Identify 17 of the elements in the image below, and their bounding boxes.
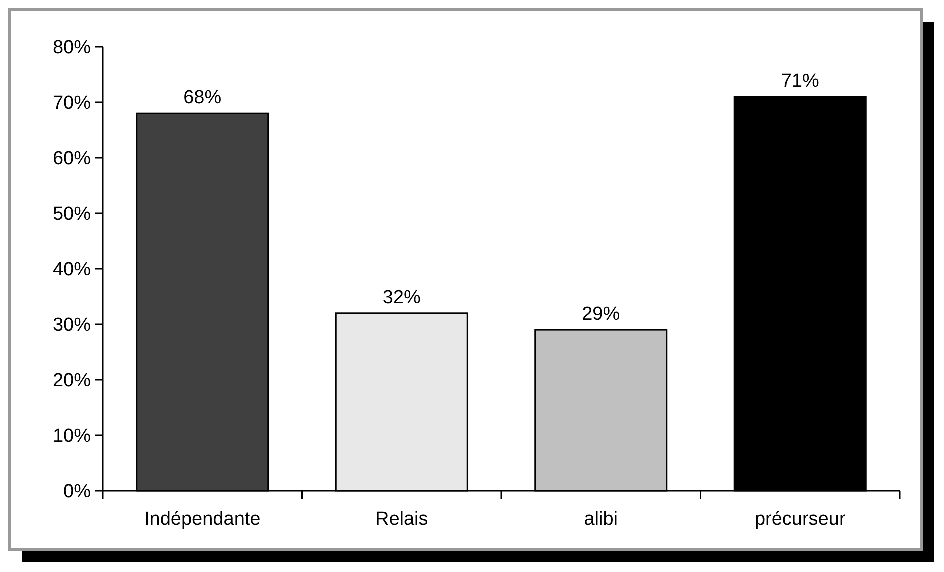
y-tick-label: 30%	[52, 315, 92, 336]
y-tick-label: 40%	[52, 260, 92, 281]
y-tick-label: 80%	[52, 38, 92, 59]
y-tick-label: 10%	[52, 426, 92, 448]
y-tick-label: 60%	[52, 148, 92, 170]
data-label: 68%	[184, 88, 222, 109]
data-label: 71%	[781, 70, 820, 92]
y-tick-label: 70%	[52, 93, 92, 114]
data-label: 32%	[382, 287, 421, 308]
y-tick-label: 0%	[64, 482, 92, 503]
y-tick-label: 20%	[52, 370, 92, 392]
x-tick-label: alibi	[584, 509, 618, 530]
x-tick-label: précurseur	[754, 509, 846, 530]
y-tick-label: 50%	[52, 204, 92, 226]
data-label: 29%	[582, 304, 620, 326]
x-tick-label: Relais	[375, 509, 428, 530]
x-tick-label: Indépendante	[144, 509, 261, 530]
